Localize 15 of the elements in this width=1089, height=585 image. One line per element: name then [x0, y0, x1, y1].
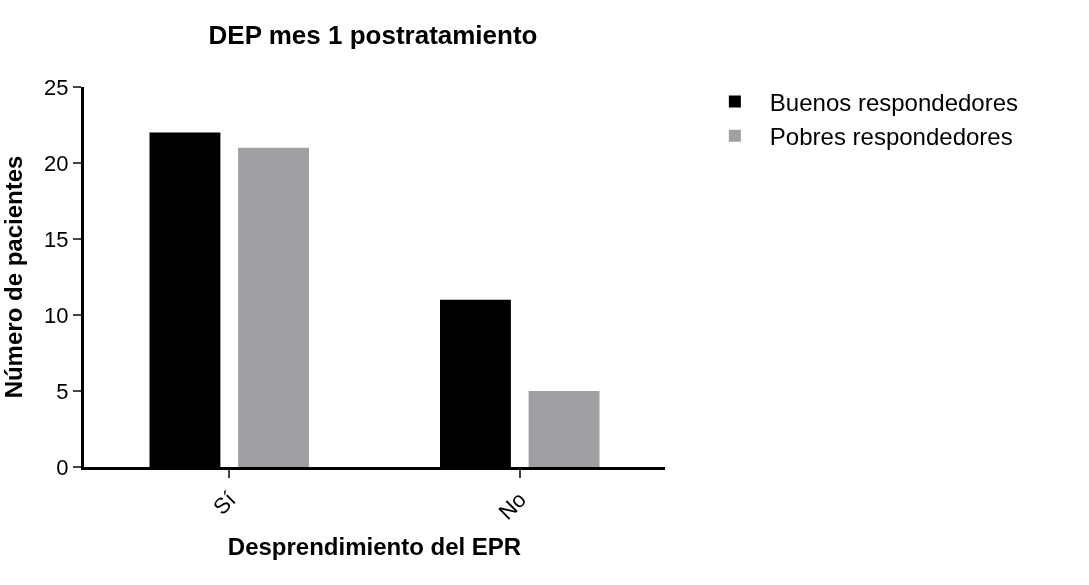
bar — [528, 391, 600, 467]
legend-label: Pobres respondedores — [769, 123, 1013, 151]
y-tick-label: 10 — [44, 302, 69, 328]
y-axis-title: Número de pacientes — [0, 155, 28, 399]
y-tick-label: 15 — [44, 226, 69, 252]
legend-label: Buenos respondedores — [769, 88, 1019, 116]
y-tick-label: 20 — [44, 150, 69, 176]
y-tick-label: 5 — [56, 378, 69, 404]
bar — [238, 147, 309, 467]
x-axis-title: Desprendimiento del EPR — [227, 532, 522, 560]
x-tick-label: No — [493, 487, 532, 525]
y-tick-label: 0 — [56, 454, 69, 480]
x-tick-label: Sí — [208, 487, 241, 520]
chart-title: DEP mes 1 postratamiento — [208, 20, 538, 51]
y-tick-label: 25 — [44, 74, 69, 100]
